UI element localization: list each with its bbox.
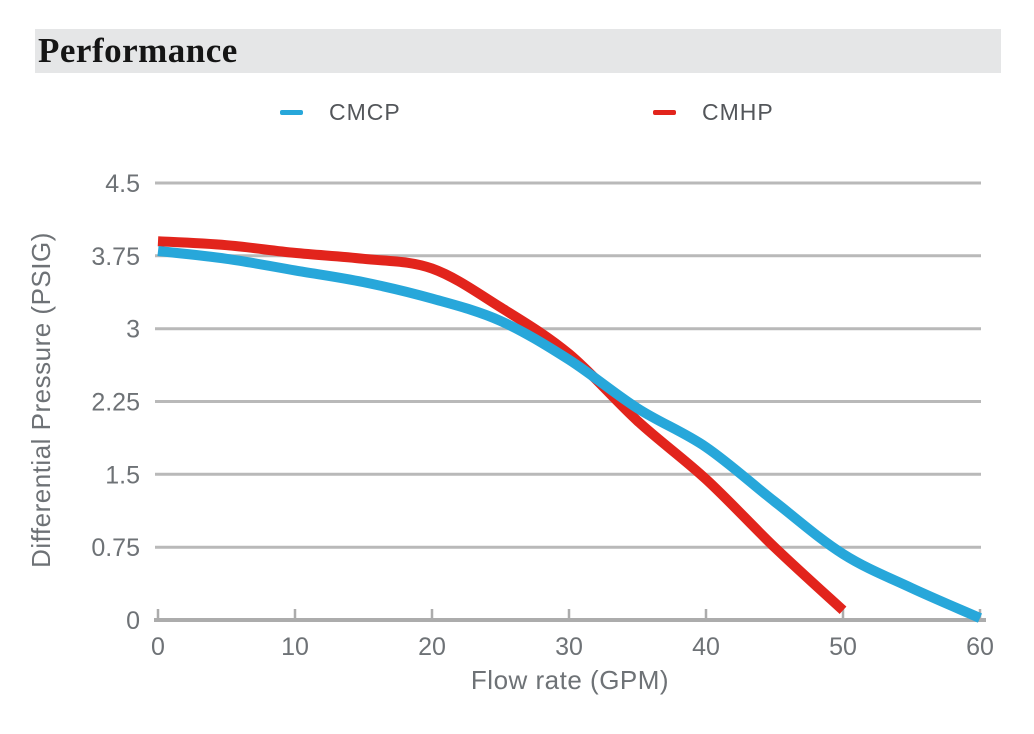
curve-cmhp xyxy=(157,236,847,614)
curve-cmcp xyxy=(157,246,983,623)
y-tick-label: 1.5 xyxy=(105,461,140,489)
y-tick-label: 4.5 xyxy=(105,170,140,198)
page-title: Performance xyxy=(38,31,238,70)
x-axis xyxy=(154,609,986,622)
x-tick-label: 30 xyxy=(555,633,583,661)
x-tick-label: 50 xyxy=(829,633,857,661)
y-tick-label: 0 xyxy=(126,607,140,635)
x-tick-label: 40 xyxy=(692,633,720,661)
legend-label-cmhp: CMHP xyxy=(702,98,774,125)
legend-item-cmhp: CMHP xyxy=(653,99,774,125)
y-tick-label: 3 xyxy=(126,316,140,344)
y-axis-title: Differential Pressure (PSIG) xyxy=(26,232,56,568)
x-axis-title: Flow rate (GPM) xyxy=(471,665,669,695)
gridlines xyxy=(155,181,981,549)
tick-labels: 0 0.75 1.5 2.25 3 3.75 4.5 0 10 20 30 40 50 60 xyxy=(91,170,994,661)
cmhp-line-swatch-icon xyxy=(653,109,676,115)
y-tick-label: 0.75 xyxy=(91,534,140,562)
y-tick-label: 3.75 xyxy=(91,243,140,271)
x-tick-label: 60 xyxy=(966,633,994,661)
cmcp-line-swatch-icon xyxy=(280,109,303,115)
x-tick-label: 0 xyxy=(151,633,165,661)
y-tick-label: 2.25 xyxy=(91,389,140,417)
section-header: Performance xyxy=(35,29,1001,73)
x-tick-label: 10 xyxy=(281,633,309,661)
legend-item-cmcp: CMCP xyxy=(280,99,401,125)
x-tick-label: 20 xyxy=(418,633,446,661)
curves xyxy=(157,236,983,623)
legend-label-cmcp: CMCP xyxy=(329,98,401,125)
